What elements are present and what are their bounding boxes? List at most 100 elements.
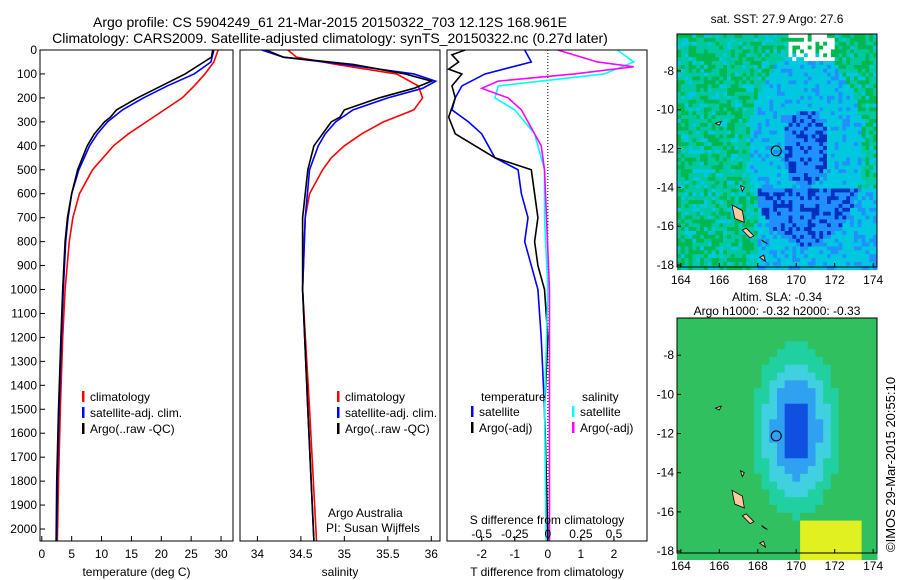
- map-cell: [734, 37, 740, 43]
- map-cell: [811, 157, 816, 162]
- map-cell: [807, 551, 816, 561]
- map-cell: [707, 246, 713, 251]
- map-cell: [846, 142, 851, 147]
- map-cell: [784, 458, 793, 467]
- map-cell: [711, 95, 716, 101]
- map-cell: [738, 505, 747, 514]
- map-cell: [715, 165, 720, 170]
- map-cell: [730, 57, 736, 62]
- map-cell: [773, 242, 778, 247]
- map-cell: [723, 111, 728, 116]
- map-cell: [803, 107, 809, 112]
- map-cell: [869, 149, 874, 155]
- map-cell: [684, 364, 693, 374]
- map-cell: [777, 80, 782, 85]
- map-cell: [865, 207, 870, 213]
- map-cell: [792, 176, 797, 182]
- map-cell: [865, 242, 870, 247]
- map-cell: [734, 230, 740, 236]
- map-cell: [700, 138, 705, 143]
- map-cell: [830, 242, 836, 247]
- map-cell: [769, 138, 774, 143]
- map-cell: [780, 95, 786, 101]
- map-cell: [811, 265, 816, 271]
- map-cell: [838, 130, 843, 135]
- map-cell: [780, 111, 786, 116]
- map-cell: [677, 115, 682, 120]
- map-cell: [738, 265, 743, 271]
- map-cell: [830, 349, 840, 358]
- map-cell: [853, 165, 859, 170]
- map-cell: [742, 68, 747, 74]
- map-cell: [730, 72, 736, 77]
- map-cell: [723, 520, 732, 529]
- map-cell: [738, 192, 743, 197]
- map-cell: [788, 211, 793, 217]
- map-cell: [703, 153, 709, 159]
- map-cell: [677, 489, 686, 498]
- map-cell: [807, 215, 813, 220]
- map-cell: [761, 551, 770, 561]
- map-cell: [730, 64, 736, 70]
- map-cell: [700, 481, 709, 490]
- map-cell: [869, 349, 878, 358]
- map-cell: [850, 196, 855, 201]
- map-cell: [796, 211, 801, 217]
- map-cell: [761, 130, 766, 135]
- map-cell: [680, 49, 686, 54]
- legend-swatch: [337, 391, 340, 402]
- map-cell: [765, 91, 770, 97]
- map-cell: [715, 176, 720, 182]
- map-cell: [853, 505, 863, 514]
- map-cell: [696, 107, 701, 112]
- map-cell: [850, 84, 855, 89]
- map-cell: [823, 388, 832, 397]
- map-cell: [730, 99, 736, 105]
- map-cell: [842, 265, 847, 271]
- map-cell: [788, 80, 793, 85]
- map-cell: [873, 111, 878, 116]
- map-cell: [757, 254, 763, 259]
- map-cell: [846, 419, 855, 428]
- map-cell: [692, 165, 697, 170]
- map-cell: [827, 37, 832, 43]
- map-cell: [769, 157, 774, 162]
- map-cell: [869, 242, 874, 247]
- map-cell: [784, 395, 793, 405]
- map-cell: [792, 442, 801, 451]
- map-cell: [807, 230, 813, 236]
- map-cell: [838, 536, 847, 545]
- map-cell: [850, 254, 855, 259]
- map-cell: [792, 200, 797, 205]
- map-cell: [730, 45, 736, 50]
- map-cell: [727, 61, 732, 66]
- map-cell: [773, 238, 778, 244]
- map-cell: [707, 234, 713, 240]
- map-cell: [753, 118, 759, 124]
- map-cell: [873, 95, 878, 101]
- map-cell: [807, 261, 813, 267]
- map-cell: [850, 99, 855, 105]
- map-cell: [861, 427, 870, 436]
- map-cell: [715, 134, 720, 139]
- map-cell: [861, 403, 870, 413]
- map-cell: [861, 34, 866, 39]
- map-cell: [800, 234, 805, 240]
- map-cell: [823, 434, 832, 444]
- map-cell: [757, 215, 763, 220]
- map-cell: [688, 250, 693, 255]
- map-cell: [850, 49, 855, 54]
- map-cell: [688, 227, 693, 232]
- map-cell: [796, 265, 801, 271]
- map-cell: [765, 142, 770, 147]
- map-cell: [827, 169, 832, 174]
- map-cell: [696, 254, 701, 259]
- map-cell: [734, 57, 740, 62]
- map-cell: [753, 528, 763, 537]
- land-polygon: [758, 254, 767, 263]
- map-cell: [834, 91, 840, 97]
- map-cell: [792, 169, 797, 174]
- map-cell: [703, 261, 709, 267]
- map-cell: [857, 103, 863, 108]
- map-cell: [796, 230, 801, 236]
